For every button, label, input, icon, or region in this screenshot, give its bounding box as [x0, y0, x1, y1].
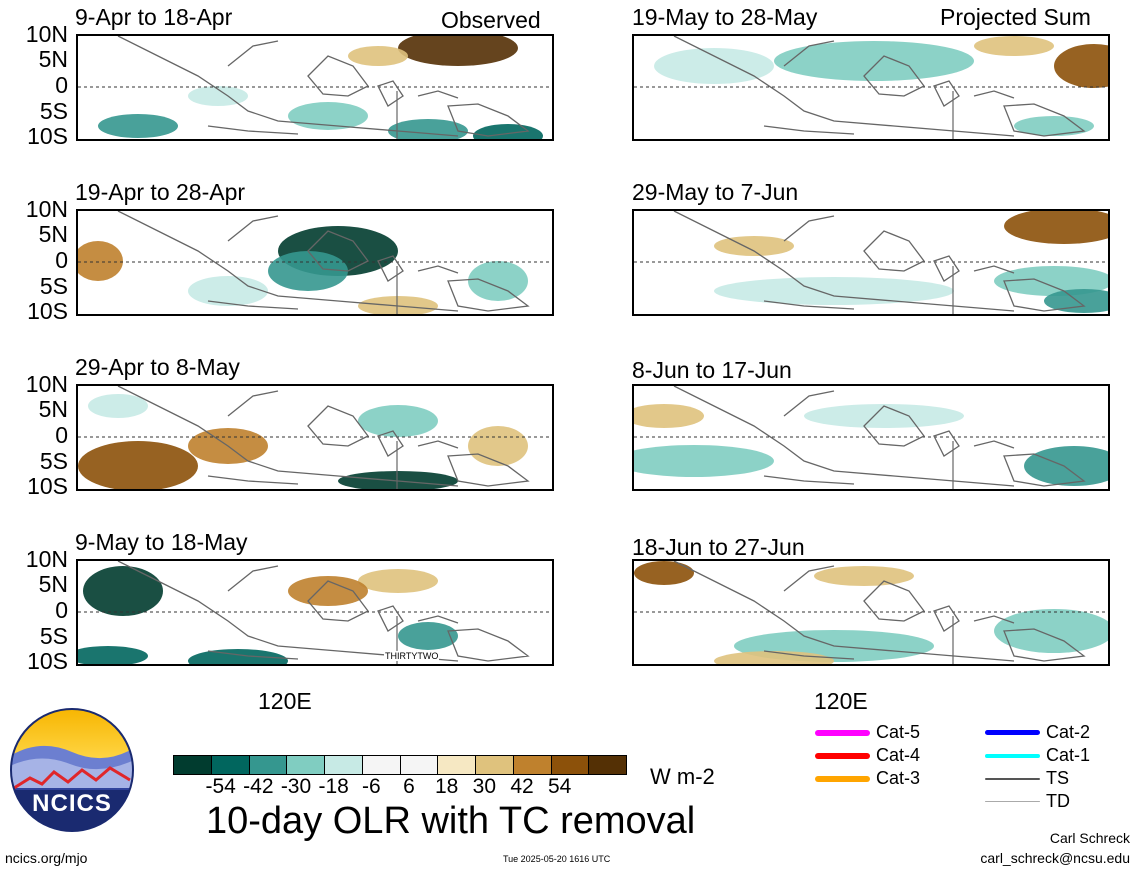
colorbar-tick: -42 — [243, 775, 274, 798]
lat-label: 5S — [39, 98, 68, 124]
footer-author: Carl Schreck — [1049, 830, 1130, 846]
colorbar-swatch — [325, 756, 363, 774]
olr-map-right-1 — [632, 34, 1110, 141]
legend-label: Cat-4 — [876, 745, 921, 765]
legend-swatch — [985, 801, 1040, 802]
ncics-logo: NCICS — [10, 708, 134, 832]
legend-label: Cat-3 — [876, 768, 921, 788]
colorbar-swatch — [513, 756, 552, 774]
projected-label: Projected Sum — [940, 4, 1091, 30]
legend-swatch — [815, 729, 870, 736]
colorbar-swatch — [287, 756, 325, 774]
olr-map-left-1 — [76, 34, 554, 141]
lat-label: 5N — [38, 396, 68, 422]
colorbar-swatch — [249, 756, 288, 774]
colorbar-tick: 30 — [472, 775, 496, 798]
lat-label: 10N — [25, 196, 68, 222]
footer-url[interactable]: ncics.org/mjo — [5, 850, 88, 866]
legend-item: Cat-1 — [985, 745, 1090, 766]
lat-label: 0 — [55, 72, 68, 98]
lat-label: 10S — [27, 298, 68, 324]
main-title: 10-day OLR with TC removal — [206, 800, 696, 842]
colorbar-tick: -6 — [361, 775, 381, 798]
legend-swatch — [815, 752, 870, 759]
legend-swatch — [985, 753, 1040, 758]
storm-label: THIRTYTWO — [384, 651, 440, 661]
olr-map-right-4 — [632, 559, 1110, 666]
colorbar-tick: 6 — [403, 775, 415, 798]
panel-title: 9-Apr to 18-Apr — [75, 4, 233, 30]
lat-label: 10N — [25, 21, 68, 47]
colorbar-swatch — [438, 756, 476, 774]
panel-title: 29-Apr to 8-May — [75, 354, 240, 380]
colorbar-tick: -30 — [280, 775, 312, 798]
footer-email[interactable]: carl_schreck@ncsu.edu — [980, 850, 1130, 866]
legend-item: Cat-4 — [815, 745, 920, 766]
panel-title: 18-Jun to 27-Jun — [632, 534, 805, 560]
lat-label: 10S — [27, 123, 68, 149]
legend-item: TS — [985, 768, 1069, 789]
colorbar-swatch — [551, 756, 590, 774]
colorbar-tick: 42 — [510, 775, 534, 798]
lat-label: 5N — [38, 46, 68, 72]
colorbar-tick: 54 — [547, 775, 572, 798]
panel-title: 8-Jun to 17-Jun — [632, 357, 792, 383]
lat-label: 5N — [38, 571, 68, 597]
lat-label: 0 — [55, 247, 68, 273]
footer-timestamp: Tue 2025-05-20 1616 UTC — [503, 854, 611, 864]
lat-label: 5S — [39, 623, 68, 649]
olr-map-left-3 — [76, 384, 554, 491]
legend-item: Cat-5 — [815, 722, 920, 743]
lat-label: 10S — [27, 473, 68, 499]
lon-label-right: 120E — [814, 688, 868, 714]
colorbar-tick: -54 — [205, 775, 236, 798]
lat-label: 5S — [39, 448, 68, 474]
legend-swatch — [815, 775, 870, 782]
colorbar-swatch — [589, 756, 626, 774]
legend-item: Cat-2 — [985, 722, 1090, 743]
panel-title: 19-May to 28-May — [632, 4, 818, 30]
lat-label: 5N — [38, 221, 68, 247]
olr-map-right-2 — [632, 209, 1110, 316]
legend-swatch — [985, 730, 1040, 735]
observed-label: Observed — [441, 7, 541, 33]
panel-title: 9-May to 18-May — [75, 529, 248, 555]
olr-map-right-3 — [632, 384, 1110, 491]
colorbar-tick: 18 — [434, 775, 459, 798]
legend-label: Cat-1 — [1046, 745, 1091, 765]
colorbar — [173, 755, 627, 775]
legend-label: TD — [1046, 791, 1070, 811]
logo-text: NCICS — [32, 790, 112, 817]
legend-label: Cat-5 — [876, 722, 921, 742]
colorbar-tick: -18 — [318, 775, 349, 798]
colorbar-swatch — [211, 756, 250, 774]
olr-map-left-2 — [76, 209, 554, 316]
lat-label: 10N — [25, 371, 68, 397]
legend-item: TD — [985, 791, 1070, 812]
colorbar-swatch — [174, 756, 212, 774]
lat-label: 10S — [27, 648, 68, 674]
panel-title: 19-Apr to 28-Apr — [75, 179, 246, 205]
lat-label: 10N — [25, 546, 68, 572]
colorbar-swatch — [476, 756, 514, 774]
panel-title: 29-May to 7-Jun — [632, 179, 799, 205]
lat-label: 0 — [55, 422, 68, 448]
lat-label: 0 — [55, 597, 68, 623]
legend-label: Cat-2 — [1046, 722, 1091, 742]
colorbar-swatch — [400, 756, 439, 774]
colorbar-units: W m-2 — [650, 764, 715, 789]
colorbar-swatch — [362, 756, 401, 774]
lat-label: 5S — [39, 273, 68, 299]
legend-item: Cat-3 — [815, 768, 920, 789]
legend-swatch — [985, 777, 1040, 780]
olr-map-left-4 — [76, 559, 554, 666]
legend-label: TS — [1046, 768, 1070, 788]
lon-label-left: 120E — [258, 688, 312, 714]
